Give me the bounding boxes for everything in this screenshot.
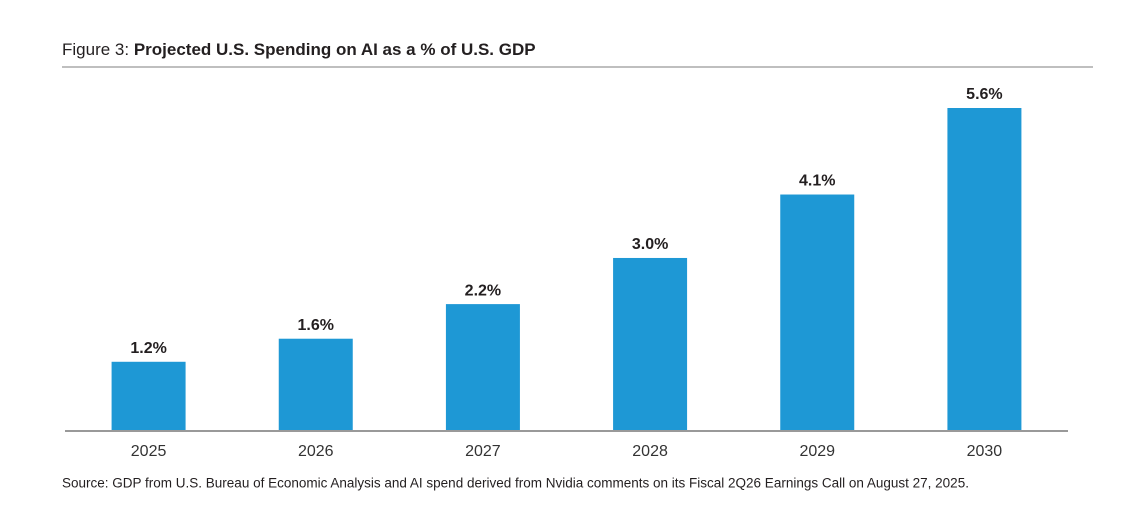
bar — [947, 108, 1022, 431]
bar — [613, 257, 688, 431]
value-label: 4.1% — [799, 173, 835, 190]
value-label: 1.6% — [298, 317, 334, 334]
chart-title: Figure 3: Projected U.S. Spending on AI … — [62, 40, 536, 59]
value-label: 5.6% — [966, 86, 1002, 103]
bar — [111, 361, 186, 431]
title-text: Projected U.S. Spending on AI as a % of … — [134, 40, 536, 59]
bar — [780, 194, 855, 431]
value-label: 2.2% — [465, 282, 501, 299]
source-note: Source: GDP from U.S. Bureau of Economic… — [62, 476, 969, 491]
x-tick-label: 2028 — [632, 443, 668, 460]
x-tick-label: 2030 — [967, 443, 1003, 460]
x-tick-label: 2029 — [799, 443, 835, 460]
x-tick-label: 2026 — [298, 443, 334, 460]
value-label: 1.2% — [130, 340, 166, 357]
figure-label: Figure 3: — [62, 40, 129, 59]
x-tick-label: 2027 — [465, 443, 501, 460]
value-label: 3.0% — [632, 236, 668, 253]
bar — [278, 338, 353, 431]
bar — [445, 304, 520, 431]
x-tick-label: 2025 — [131, 443, 167, 460]
